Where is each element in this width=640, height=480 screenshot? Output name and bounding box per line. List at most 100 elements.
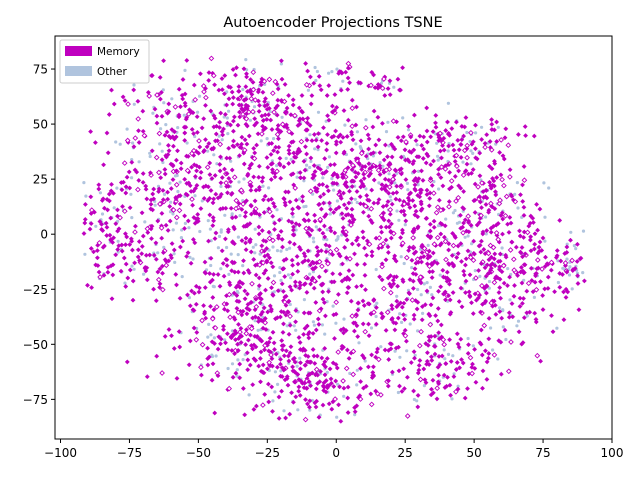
point-memory — [144, 277, 150, 283]
point-memory — [447, 337, 453, 343]
x-axis: −100 −75 −50 −25 0 25 50 75 100 — [44, 439, 623, 460]
point-memory — [400, 279, 406, 285]
point-other — [257, 287, 261, 291]
point-memory — [495, 221, 501, 226]
point-other — [330, 177, 334, 181]
point-memory — [286, 331, 292, 337]
point-memory — [230, 374, 236, 380]
point-memory — [492, 251, 498, 257]
point-other — [565, 242, 569, 246]
point-memory — [164, 129, 170, 135]
point-memory — [237, 361, 243, 367]
point-other — [261, 303, 265, 307]
point-other — [320, 323, 324, 327]
point-memory — [101, 205, 107, 211]
chart-title: Autoencoder Projections TSNE — [223, 15, 442, 31]
point-memory — [238, 187, 245, 194]
point-memory — [499, 176, 505, 183]
point-memory — [343, 255, 349, 261]
point-memory — [387, 211, 393, 217]
point-memory — [434, 234, 441, 241]
point-memory — [191, 82, 197, 88]
point-memory — [482, 251, 488, 257]
point-memory — [198, 372, 204, 378]
point-memory — [124, 137, 131, 144]
point-memory — [311, 132, 317, 137]
point-memory — [530, 215, 536, 221]
point-memory — [446, 203, 452, 210]
point-memory — [437, 207, 444, 214]
point-memory — [458, 336, 464, 342]
point-memory — [202, 259, 208, 265]
point-memory — [323, 249, 329, 255]
point-memory — [386, 357, 392, 362]
point-memory — [105, 264, 111, 270]
point-memory — [370, 124, 376, 130]
y-tick-label: 50 — [33, 118, 48, 132]
point-memory — [441, 147, 447, 153]
point-memory — [276, 415, 282, 421]
point-memory — [162, 333, 168, 339]
point-memory — [387, 160, 393, 166]
point-memory — [332, 107, 338, 113]
point-memory — [226, 291, 233, 298]
point-memory — [287, 411, 293, 417]
point-memory — [508, 220, 514, 226]
point-memory — [532, 279, 538, 285]
point-memory — [266, 112, 272, 118]
point-memory — [398, 182, 404, 188]
point-memory — [340, 215, 346, 221]
point-memory — [369, 253, 375, 259]
point-memory — [410, 229, 416, 235]
point-other — [131, 141, 135, 145]
point-other — [175, 173, 179, 178]
point-memory — [434, 396, 440, 402]
point-memory — [552, 289, 558, 295]
point-memory — [496, 200, 503, 207]
point-memory — [531, 246, 537, 252]
point-memory — [410, 198, 416, 203]
point-memory — [373, 305, 379, 311]
point-memory — [285, 353, 291, 359]
point-memory — [342, 167, 349, 174]
point-memory — [472, 181, 478, 187]
point-other — [198, 229, 202, 234]
point-memory — [462, 395, 468, 401]
y-tick-label: −75 — [23, 393, 48, 407]
point-memory — [108, 215, 114, 221]
point-memory — [110, 272, 116, 278]
point-memory — [417, 133, 423, 139]
point-other — [302, 205, 306, 209]
point-memory — [171, 346, 177, 351]
point-memory — [503, 254, 509, 260]
point-other — [206, 219, 210, 223]
point-memory — [166, 101, 172, 107]
point-memory — [119, 187, 125, 193]
point-memory — [240, 201, 246, 207]
point-memory — [362, 328, 369, 335]
point-memory — [310, 347, 316, 352]
point-memory — [469, 370, 475, 377]
point-memory — [469, 141, 475, 147]
point-memory — [324, 184, 330, 190]
point-memory — [331, 312, 337, 318]
point-memory — [247, 362, 253, 368]
point-memory — [333, 299, 340, 306]
point-memory — [497, 309, 503, 315]
point-memory — [275, 103, 280, 109]
point-memory — [386, 184, 393, 190]
point-memory — [187, 183, 193, 189]
point-memory — [215, 272, 221, 277]
point-memory — [178, 166, 184, 172]
point-memory — [305, 248, 311, 254]
point-memory — [374, 349, 380, 355]
point-memory — [139, 251, 145, 257]
point-memory — [218, 180, 224, 186]
point-memory — [247, 89, 253, 95]
point-memory — [457, 212, 463, 218]
point-memory — [192, 220, 198, 226]
point-memory — [354, 323, 360, 329]
point-memory — [507, 174, 513, 180]
point-memory — [359, 166, 365, 172]
point-memory — [276, 394, 282, 400]
